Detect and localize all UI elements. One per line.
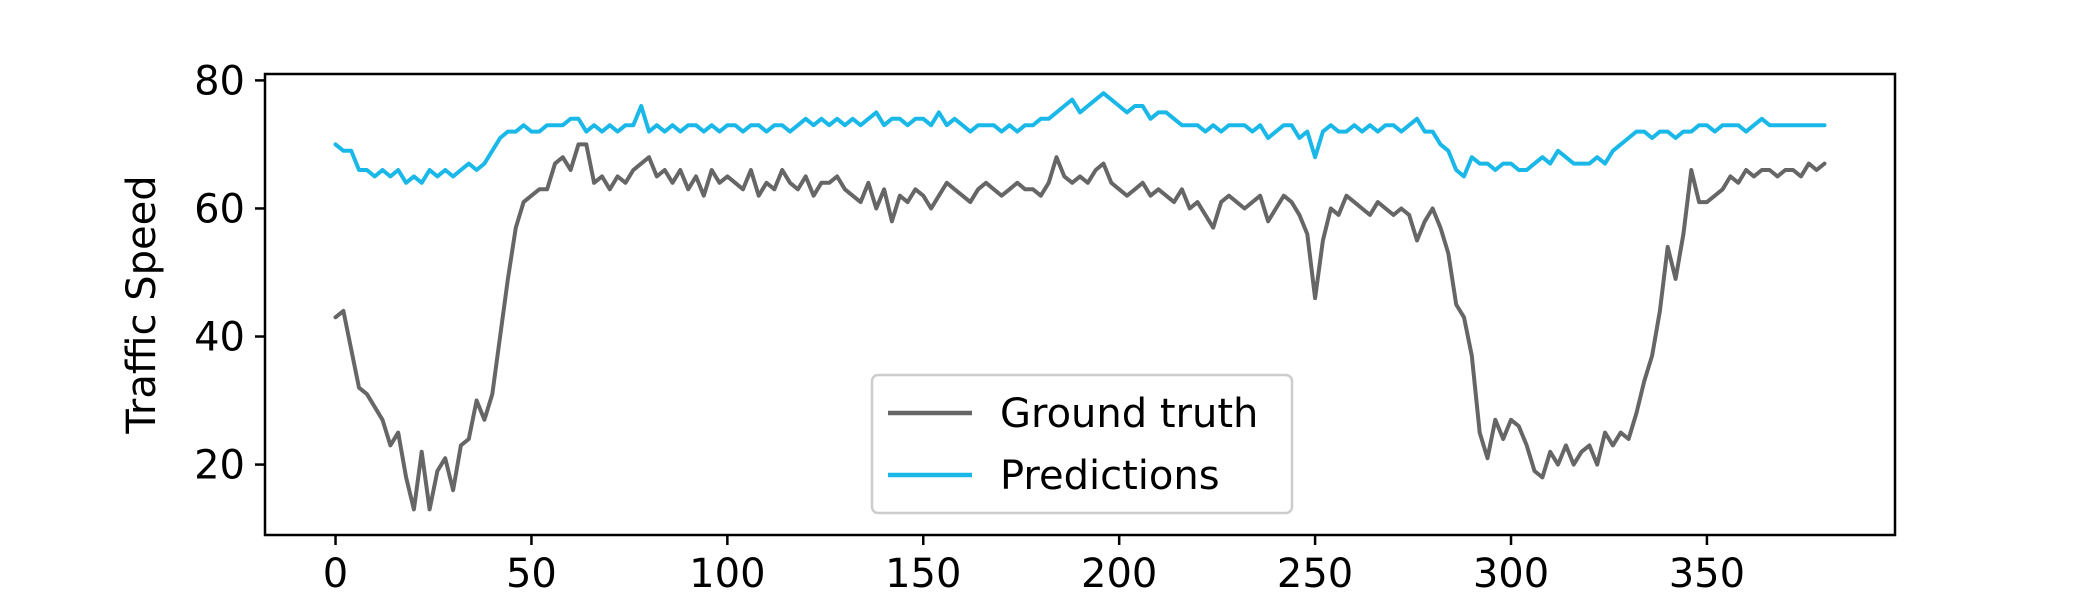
x-tick-label: 300: [1473, 551, 1549, 597]
x-tick-label: 100: [689, 551, 765, 597]
x-tick-label: 150: [885, 551, 961, 597]
x-tick-label: 250: [1277, 551, 1353, 597]
legend-box: [870, 373, 1294, 515]
x-tick-label: 0: [323, 551, 348, 597]
x-tick-label: 200: [1081, 551, 1157, 597]
series-line-ground-truth: [333, 142, 1827, 512]
y-tick-label: 60: [194, 186, 245, 232]
x-tick-label: 50: [506, 551, 557, 597]
x-tick-label: 350: [1669, 551, 1745, 597]
legend-label: Ground truth: [1000, 391, 1258, 437]
series-line-predictions: [333, 91, 1827, 185]
y-tick-label: 80: [194, 58, 245, 104]
plot-layer: [333, 91, 1827, 512]
y-axis: 20 40 60 80: [194, 58, 265, 489]
legend: Ground truth Predictions: [870, 373, 1294, 515]
legend-label: Predictions: [1000, 453, 1220, 499]
y-tick-label: 40: [194, 315, 245, 361]
y-axis-title: Traffic Speed: [119, 175, 165, 434]
x-axis: 0 50 100 150 200 250 300 350: [323, 535, 1745, 597]
plot-frame: [263, 72, 1897, 537]
y-tick-label: 20: [194, 443, 245, 489]
